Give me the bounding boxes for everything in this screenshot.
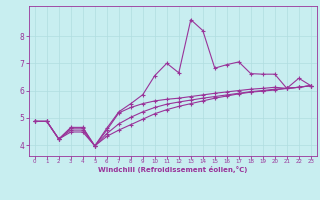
X-axis label: Windchill (Refroidissement éolien,°C): Windchill (Refroidissement éolien,°C) [98,166,247,173]
